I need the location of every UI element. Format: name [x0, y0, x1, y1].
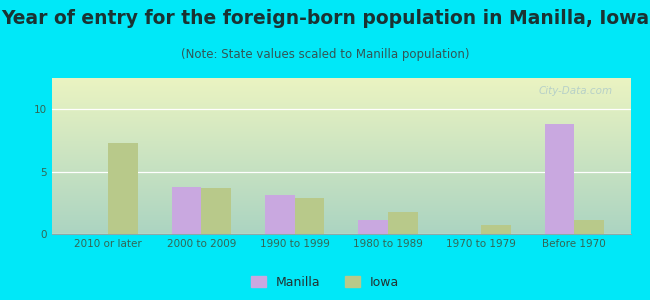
Bar	[575, 220, 604, 234]
Bar	[108, 143, 138, 234]
Text: (Note: State values scaled to Manilla population): (Note: State values scaled to Manilla po…	[181, 48, 469, 61]
Bar	[294, 198, 324, 234]
Bar	[358, 220, 388, 234]
Bar	[388, 212, 418, 234]
Text: City-Data.com: City-Data.com	[539, 86, 613, 96]
Legend: Manilla, Iowa: Manilla, Iowa	[246, 271, 404, 294]
Bar	[202, 188, 231, 234]
Bar	[265, 195, 294, 234]
Text: Year of entry for the foreign-born population in Manilla, Iowa: Year of entry for the foreign-born popul…	[1, 9, 649, 28]
Bar	[545, 124, 575, 234]
Bar	[481, 225, 511, 234]
Bar	[172, 187, 202, 234]
